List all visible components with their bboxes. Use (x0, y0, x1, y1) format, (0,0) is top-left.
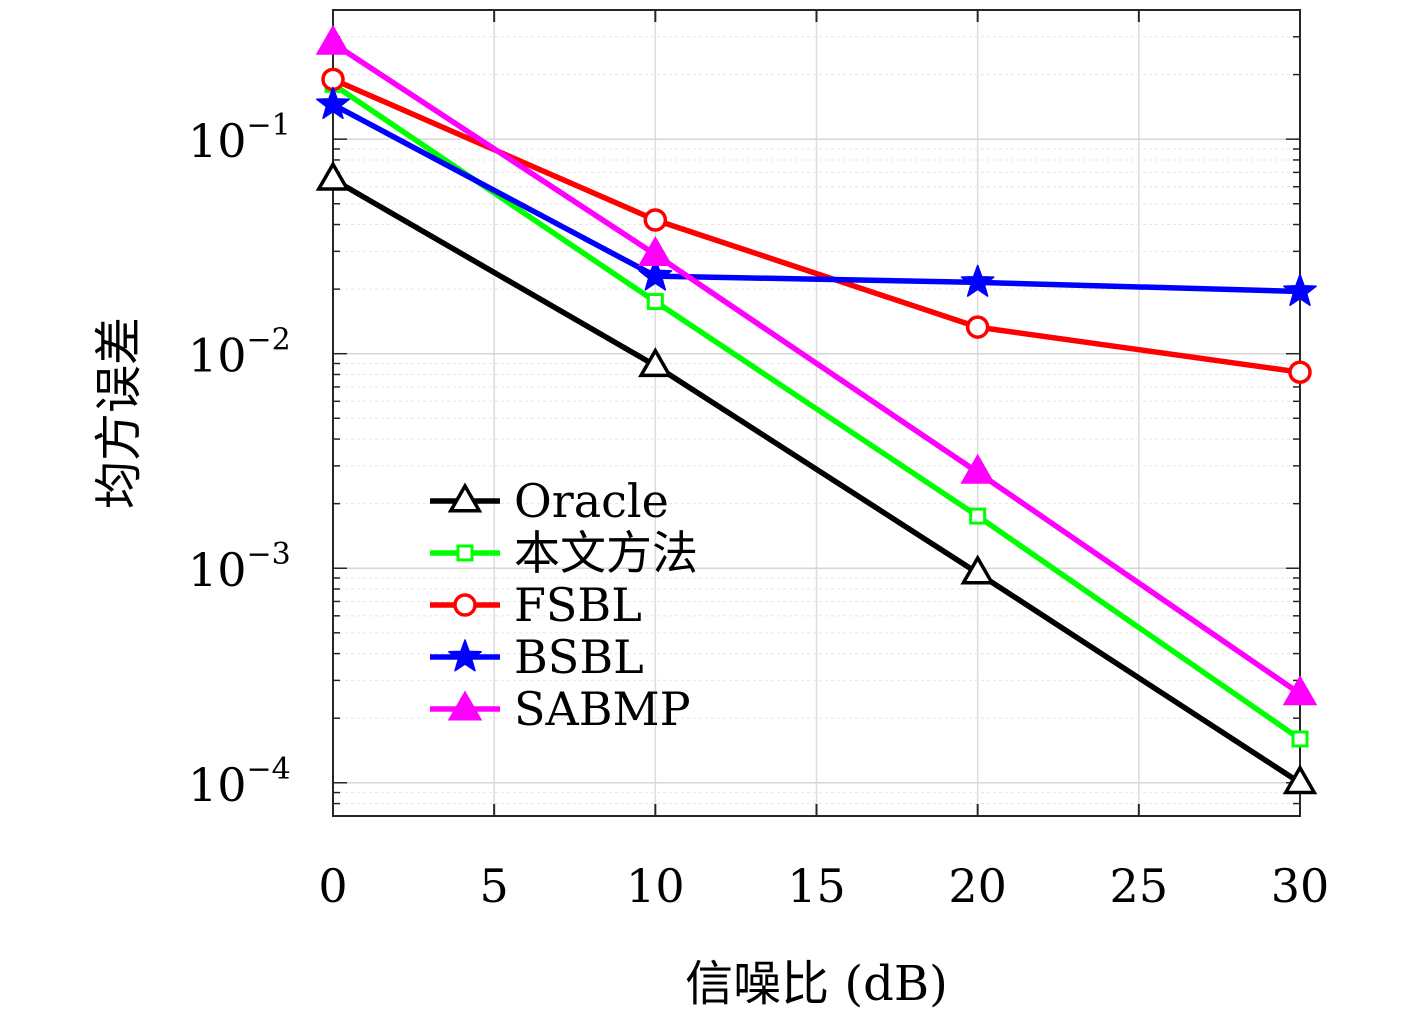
legend-label: BSBL (514, 630, 644, 684)
data-point-marker (965, 315, 990, 339)
data-point-marker (316, 86, 350, 120)
y-axis-label: 均方误差 (91, 317, 147, 509)
x-tick-label: 20 (948, 859, 1007, 913)
legend-item: SABMP (430, 682, 691, 736)
legend-label: FSBL (514, 578, 642, 632)
data-point-marker (638, 347, 673, 378)
legend-label: Oracle (514, 474, 669, 528)
data-point-marker (321, 67, 345, 92)
y-tick-exponent: −1 (247, 108, 291, 143)
y-tick-exponent: −3 (247, 537, 291, 572)
legend-swatch-marker (453, 593, 477, 617)
data-point-marker (969, 507, 987, 525)
x-tick-label: 15 (787, 859, 846, 913)
data-point-marker (1291, 730, 1309, 748)
data-point-marker (643, 208, 668, 232)
series-0 (315, 160, 1318, 795)
legend-swatch-marker (456, 544, 474, 562)
x-tick-label: 25 (1110, 859, 1169, 913)
y-tick-base: 10 (188, 543, 247, 597)
legend-label: SABMP (514, 682, 691, 736)
data-point-marker (315, 160, 351, 191)
data-point-marker (1282, 675, 1318, 706)
y-tick-exponent: −4 (247, 752, 291, 787)
x-tick-label: 5 (480, 859, 509, 913)
data-point-marker (960, 554, 995, 585)
y-tick-exponent: −2 (247, 323, 291, 358)
x-tick-label: 0 (318, 859, 347, 913)
data-point-marker (638, 258, 673, 291)
legend-swatch-marker (447, 690, 483, 721)
x-axis-label: 信噪比 (dB) (685, 956, 948, 1012)
y-tick-base: 10 (188, 114, 247, 168)
legend-item: 本文方法 (430, 526, 698, 580)
y-tick-label: 10−3 (188, 537, 291, 597)
data-point-marker (960, 453, 995, 484)
series-line (331, 102, 1301, 295)
x-tick-label: 30 (1271, 859, 1330, 913)
legend-item: Oracle (430, 474, 669, 528)
data-point-marker (1288, 360, 1312, 384)
legend-swatch-marker (448, 639, 482, 672)
data-point-marker (1283, 273, 1317, 306)
y-tick-label: 10−4 (188, 752, 291, 812)
series-4 (315, 24, 1318, 706)
y-tick-base: 10 (188, 329, 247, 383)
legend-label: 本文方法 (514, 526, 698, 580)
legend-item: FSBL (430, 578, 642, 632)
data-point-marker (638, 235, 673, 266)
data-point-marker (960, 264, 995, 297)
series-line (331, 40, 1302, 697)
data-point-marker (315, 24, 351, 55)
y-tick-base: 10 (188, 758, 247, 812)
series-line (331, 176, 1302, 786)
legend-item: BSBL (430, 630, 644, 684)
legend-swatch-marker (447, 482, 483, 513)
y-tick-label: 10−2 (188, 323, 291, 383)
data-point-marker (1282, 764, 1318, 795)
x-tick-label: 10 (626, 859, 685, 913)
series-3 (316, 86, 1317, 306)
data-point-marker (646, 293, 664, 311)
y-tick-label: 10−1 (188, 108, 291, 168)
series-lines (315, 24, 1318, 795)
